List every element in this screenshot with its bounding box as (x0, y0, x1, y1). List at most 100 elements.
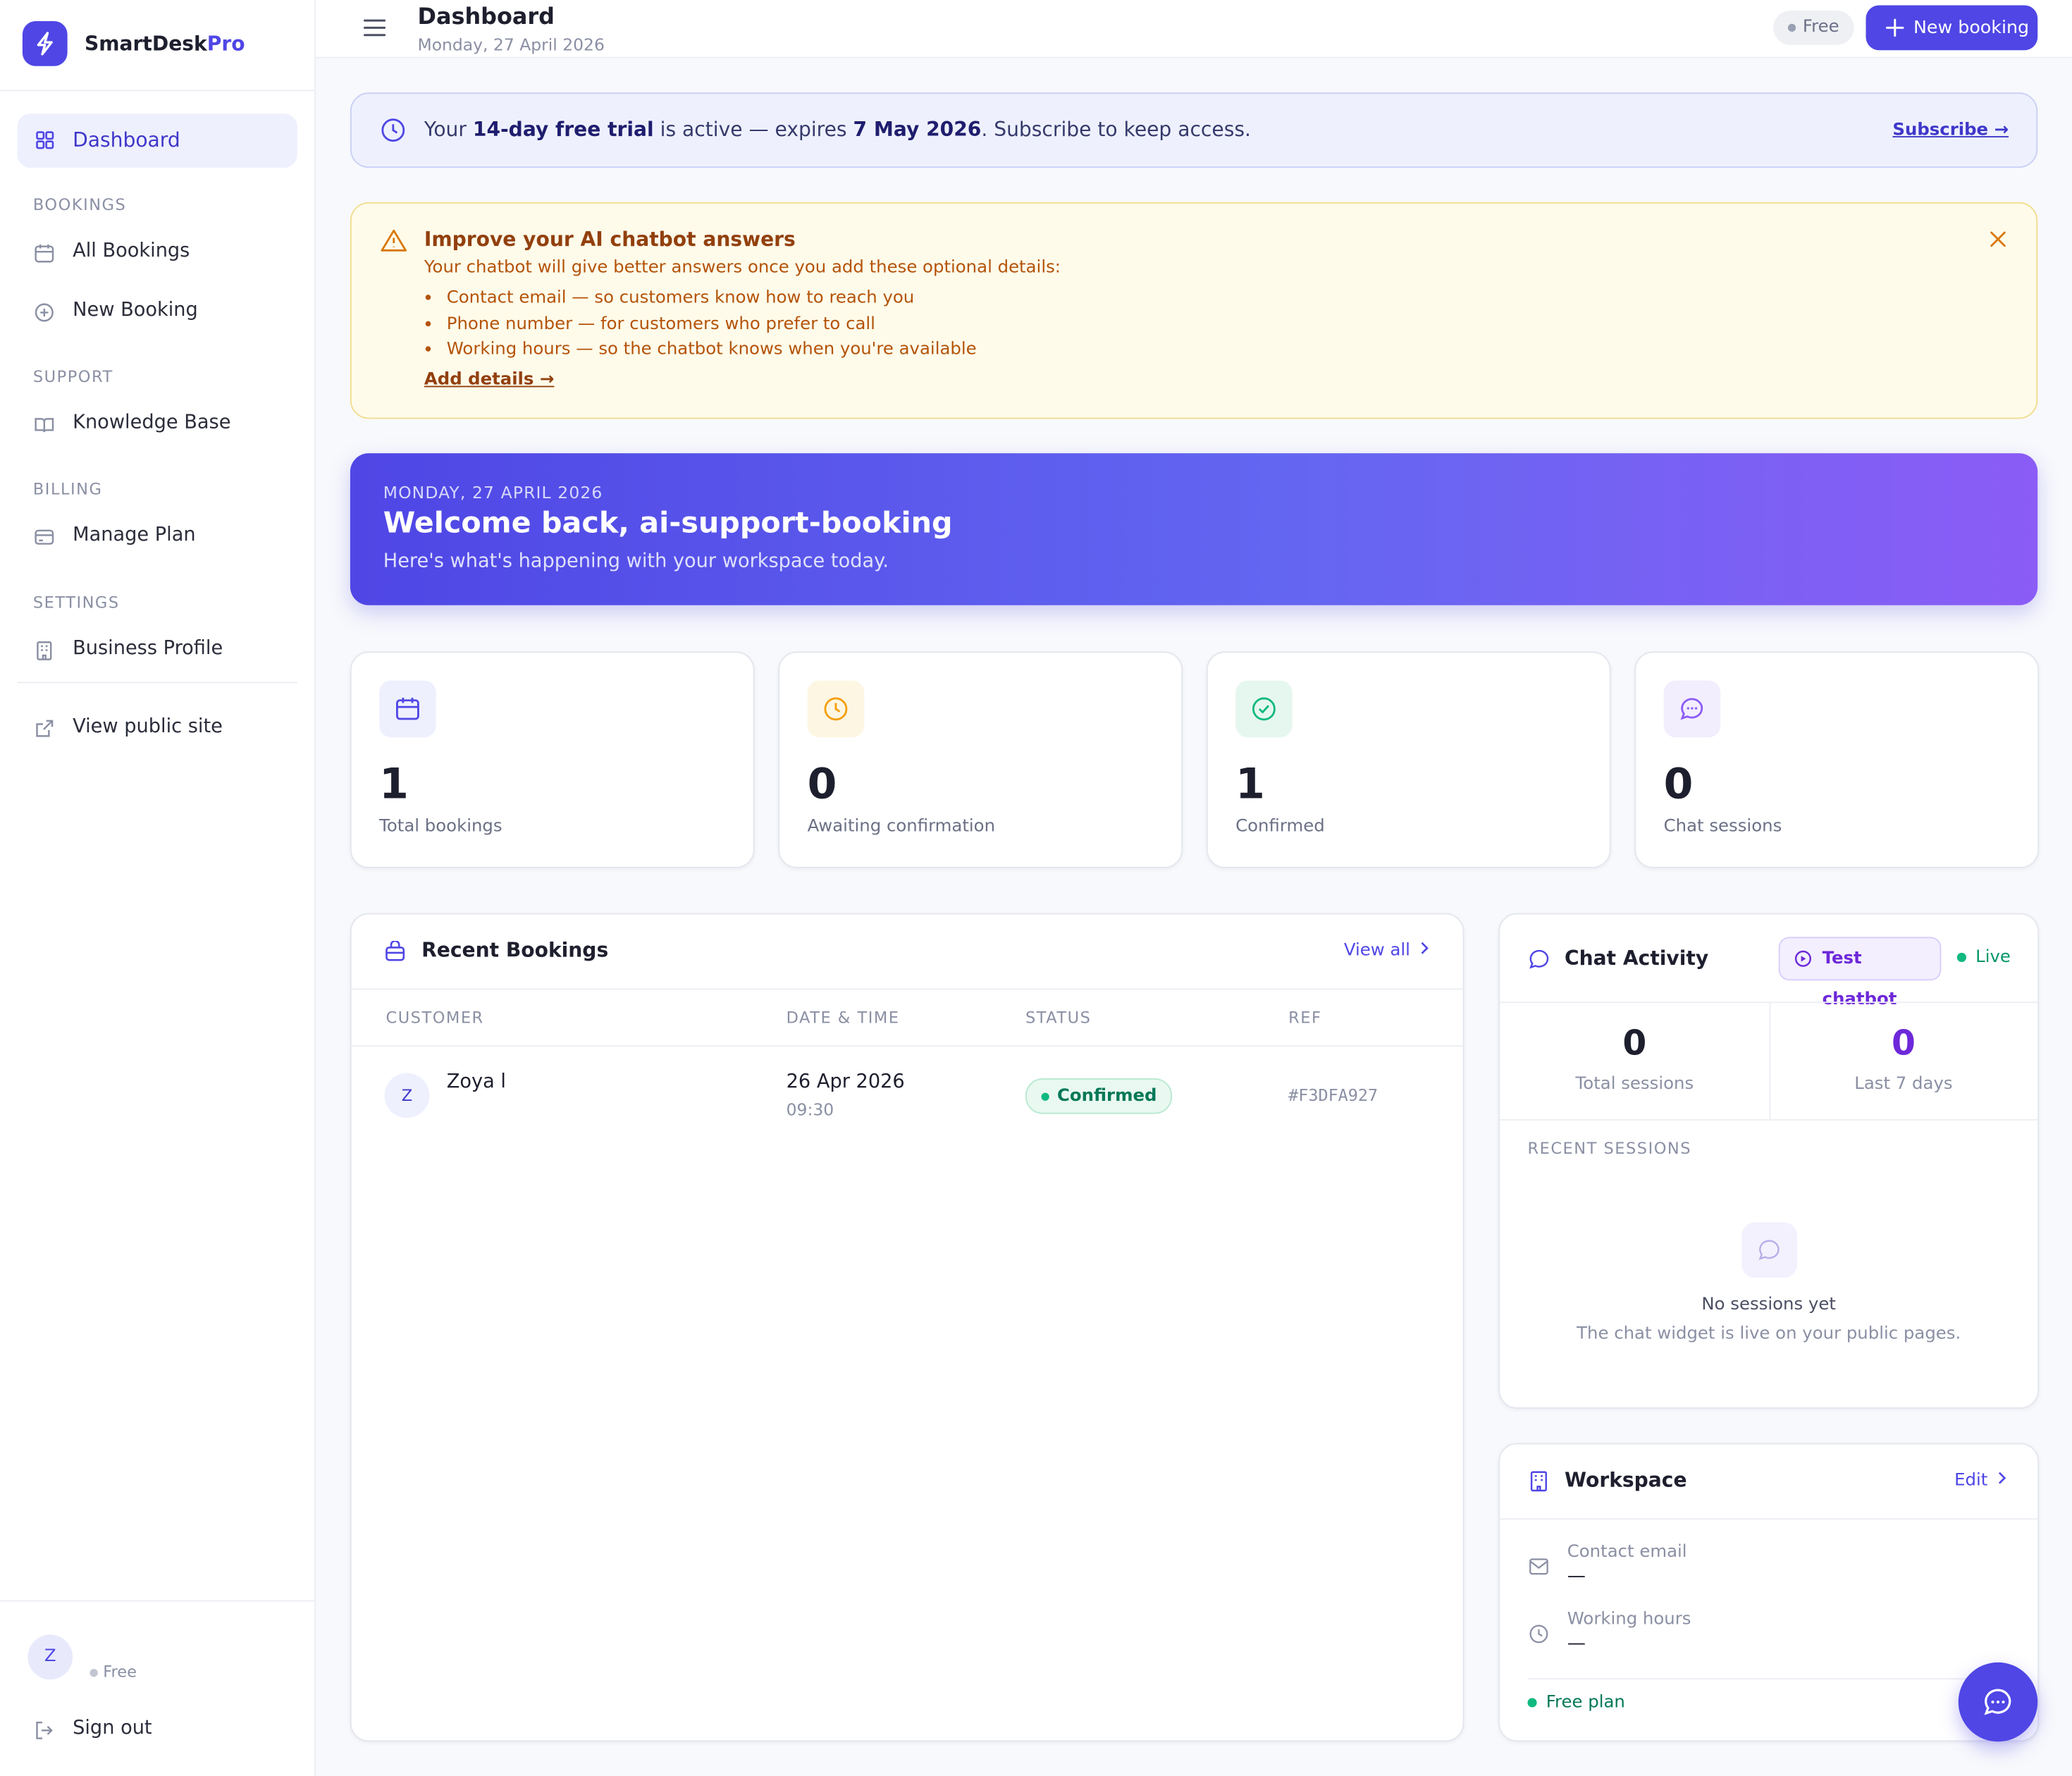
link-text: Edit (1954, 1470, 1988, 1491)
stat-label: Chat sessions (1663, 816, 1782, 837)
user-plan: Free (90, 1663, 137, 1681)
status-text: Live (1975, 947, 2011, 968)
page-date: Monday, 27 April 2026 (417, 34, 605, 54)
nav-section-title: SETTINGS (32, 593, 120, 612)
text: is active — expires (653, 117, 853, 142)
text-strong: 7 May 2026 (853, 117, 982, 142)
subscribe-link[interactable]: Subscribe → (1892, 120, 2009, 140)
close-button[interactable] (1990, 231, 2006, 247)
stat-label: Last 7 days (1854, 1074, 1953, 1094)
divider (0, 90, 315, 92)
nav-item-active[interactable]: Dashboard (17, 113, 297, 168)
link-text: View all (1343, 941, 1410, 961)
nav-item[interactable]: Manage Plan (73, 524, 196, 546)
alert-list: Contact email — so customers know how to… (424, 285, 977, 363)
alert-item: Working hours — so the chatbot knows whe… (424, 337, 977, 363)
brand-name: SmartDesk (85, 32, 207, 56)
avatar: Z (27, 1634, 73, 1680)
nav-section-title: BILLING (32, 479, 103, 498)
status-badge: Confirmed (1025, 1078, 1173, 1114)
text: Your (424, 117, 473, 142)
plan-text: Free plan (1546, 1692, 1625, 1713)
stat-value: 0 (1663, 758, 1694, 809)
icon (35, 244, 54, 263)
brand[interactable]: SmartDeskPro (85, 32, 245, 56)
hero-title: Welcome back, ai-support-booking (383, 507, 953, 541)
booking-ref: #F3DFA927 (1288, 1085, 1379, 1105)
column-header: STATUS (1025, 1008, 1092, 1027)
plan-text: Free (103, 1662, 137, 1681)
card-title: Recent Bookings (421, 938, 609, 962)
view-all-link[interactable]: View all (1344, 941, 1430, 961)
stat-label: Confirmed (1235, 816, 1325, 837)
icon (36, 1721, 53, 1739)
booking-row[interactable]: Z Zoya l 26 Apr 2026 09:30 Confirmed #F3… (352, 1047, 1463, 1145)
icon (35, 529, 54, 545)
field-value: — (1567, 1633, 1586, 1655)
trial-banner: Your 14-day free trial is active — expir… (350, 92, 2038, 168)
plan-badge: Free (1773, 11, 1854, 45)
hero-subtitle: Here's what's happening with your worksp… (383, 550, 889, 572)
stat-value: 0 (807, 758, 837, 809)
field-label: Contact email (1567, 1542, 1687, 1562)
stat-label: Awaiting confirmation (807, 816, 996, 837)
plan-status: Free plan (1527, 1692, 1625, 1713)
booking-time: 09:30 (786, 1099, 834, 1120)
nav-item[interactable]: Knowledge Base (73, 412, 231, 433)
stat-value: 1 (1235, 758, 1265, 809)
column-header: CUSTOMER (386, 1008, 484, 1027)
text-strong: 14-day free trial (472, 117, 654, 142)
nav-item[interactable]: Business Profile (73, 638, 223, 660)
edit-link[interactable]: Edit (1954, 1471, 2007, 1491)
brand-accent: Pro (206, 32, 245, 56)
avatar: Z (384, 1073, 430, 1118)
chat-activity: Chat Activity Test chatbot Live 0 Total … (1498, 913, 2040, 1409)
alert-intro: Your chatbot will give better answers on… (424, 257, 1061, 278)
nav-item[interactable]: All Bookings (73, 240, 190, 262)
card-title: Chat Activity (1565, 946, 1709, 970)
add-details-link[interactable]: Add details → (424, 370, 555, 390)
sign-out[interactable]: Sign out (73, 1718, 152, 1739)
nav-label: Dashboard (73, 128, 180, 152)
divider (0, 1600, 315, 1602)
trial-text: Your 14-day free trial is active — expir… (424, 118, 1251, 142)
alert: Improve your AI chatbot answers Your cha… (350, 202, 2038, 419)
button-label: New booking (1913, 17, 2030, 39)
chat-widget-button[interactable] (1958, 1662, 2038, 1742)
stat-label: Total sessions (1575, 1074, 1694, 1094)
icon (35, 418, 54, 433)
stat-label: Total bookings (379, 816, 502, 837)
item-text: Working hours — so the chatbot knows whe… (446, 339, 977, 359)
nav-item[interactable]: New Booking (73, 300, 198, 321)
icon (35, 303, 54, 322)
empty-title: No sessions yet (1701, 1295, 1836, 1315)
menu-button[interactable] (364, 18, 386, 37)
stat-value: 0 (1891, 1024, 1916, 1064)
icon (36, 720, 54, 737)
workspace: Workspace Edit Contact email — Working h… (1498, 1443, 2040, 1742)
new-booking-button[interactable]: New booking (1866, 5, 2038, 51)
sidebar: SmartDeskPro Dashboard BOOKINGS All Book… (0, 0, 316, 1776)
booking-date: 26 Apr 2026 (786, 1071, 905, 1093)
live-status: Live (1956, 947, 2011, 968)
logo[interactable] (22, 21, 68, 66)
hero-date: MONDAY, 27 APRIL 2026 (383, 482, 603, 502)
stat-card: 0 Chat sessions (1634, 651, 2040, 868)
test-chatbot-button[interactable]: Test chatbot (1778, 937, 1942, 1010)
text: . Subscribe to keep access. (981, 117, 1251, 142)
section-title: RECENT SESSIONS (1527, 1139, 1692, 1158)
alert-item: Phone number — for customers who prefer … (424, 312, 977, 338)
page-title: Dashboard (417, 4, 555, 31)
icon (37, 641, 52, 660)
badge-text: Free (1802, 17, 1839, 37)
nav-item[interactable]: View public site (73, 716, 223, 738)
item-text: Contact email — so customers know how to… (446, 288, 915, 308)
nav-section-title: BOOKINGS (32, 195, 127, 214)
button-label: Test chatbot (1822, 949, 1897, 1010)
item-text: Phone number — for customers who prefer … (446, 314, 875, 334)
column-header: DATE & TIME (786, 1008, 900, 1027)
empty-text: The chat widget is live on your public p… (1577, 1324, 1961, 1344)
